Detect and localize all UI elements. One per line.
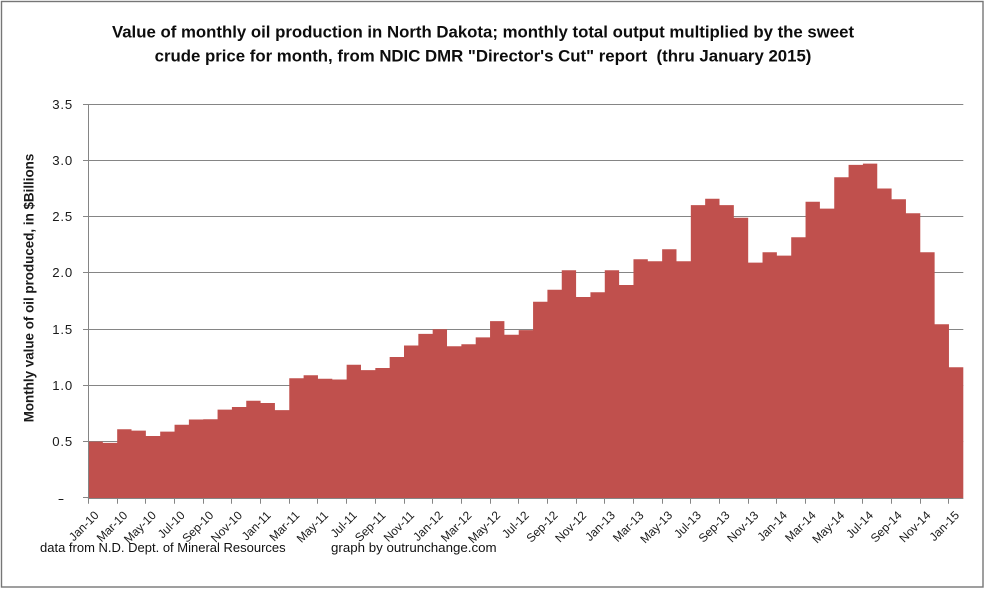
- svg-text:2.5: 2.5: [52, 209, 73, 224]
- svg-text:crude price for month, from ND: crude price for month, from NDIC DMR "Di…: [155, 47, 812, 66]
- svg-text:0.5: 0.5: [52, 434, 73, 449]
- svg-text:3.5: 3.5: [52, 97, 73, 112]
- svg-text:data from N.D. Dept. of Minera: data from N.D. Dept. of Mineral Resource…: [40, 540, 286, 555]
- svg-text:Value of monthly oil productio: Value of monthly oil production in North…: [112, 23, 855, 42]
- svg-text:1.5: 1.5: [52, 322, 73, 337]
- svg-text:1.0: 1.0: [52, 378, 73, 393]
- svg-text:Monthly value of oil produced,: Monthly value of oil produced, in $Billi…: [22, 154, 37, 423]
- svg-text:graph by outrunchange.com: graph by outrunchange.com: [331, 540, 497, 555]
- svg-text:2.0: 2.0: [52, 265, 73, 280]
- svg-text:3.0: 3.0: [52, 153, 73, 168]
